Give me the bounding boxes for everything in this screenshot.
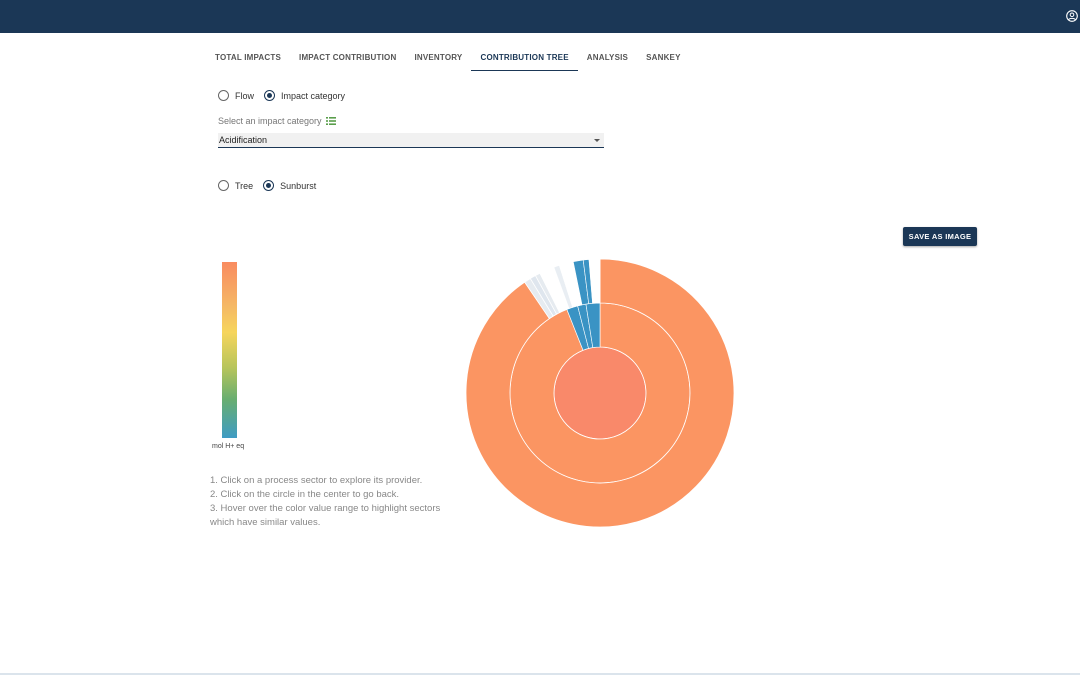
radio-option-tree[interactable]: Tree: [218, 180, 253, 191]
tab-impact-contribution[interactable]: IMPACT CONTRIBUTION: [299, 53, 397, 62]
mode-radio-group: Flow Impact category: [218, 90, 355, 101]
tab-sankey[interactable]: SANKEY: [646, 53, 681, 62]
radio-sunburst-label: Sunburst: [280, 180, 317, 191]
impact-category-value: Acidification: [219, 135, 268, 145]
view-radio-group: Tree Sunburst: [218, 180, 326, 191]
tab-analysis[interactable]: ANALYSIS: [586, 53, 629, 62]
instructions: 1. Click on a process sector to explore …: [210, 474, 450, 530]
tab-inventory[interactable]: INVENTORY: [414, 53, 463, 62]
impact-category-select[interactable]: Acidification: [218, 133, 604, 148]
account-icon[interactable]: [1066, 10, 1078, 22]
tab-contribution-tree[interactable]: CONTRIBUTION TREE: [471, 46, 578, 71]
bottom-divider: [0, 673, 1080, 675]
legend-unit-label: mol H+ eq: [212, 443, 245, 450]
top-app-bar: [0, 0, 1080, 33]
radio-option-flow[interactable]: Flow: [218, 90, 254, 101]
save-as-image-button[interactable]: SAVE AS IMAGE: [903, 227, 977, 246]
list-icon[interactable]: [325, 117, 336, 125]
radio-flow[interactable]: [218, 90, 229, 101]
color-scale-legend[interactable]: [222, 262, 237, 438]
radio-tree[interactable]: [218, 180, 229, 191]
radio-flow-label: Flow: [235, 90, 255, 101]
impact-category-select-label: Select an impact category: [218, 116, 336, 126]
chevron-down-icon: [594, 139, 600, 142]
tab-total-impacts[interactable]: TOTAL IMPACTS: [215, 53, 282, 62]
sunburst-sector-level3-1[interactable]: [466, 259, 734, 527]
sunburst-sector-level1-1[interactable]: [553, 346, 647, 440]
radio-impact-category-label: Impact category: [281, 90, 346, 101]
sunburst-sector-level3-10[interactable]: [588, 259, 601, 304]
radio-sunburst[interactable]: [263, 180, 275, 191]
instruction-2: 2. Click on the circle in the center to …: [210, 489, 400, 500]
radio-impact-category[interactable]: [264, 90, 276, 101]
sunburst-chart[interactable]: [466, 259, 734, 527]
impact-category-label-text: Select an impact category: [218, 116, 322, 126]
radio-tree-label: Tree: [235, 180, 254, 191]
tab-bar: TOTAL IMPACTS IMPACT CONTRIBUTION INVENT…: [206, 46, 690, 71]
radio-option-sunburst[interactable]: Sunburst: [263, 180, 316, 191]
instruction-1: 1. Click on a process sector to explore …: [210, 475, 423, 486]
radio-option-impact-category[interactable]: Impact category: [264, 90, 345, 101]
instruction-3: 3. Hover over the color value range to h…: [210, 503, 441, 528]
